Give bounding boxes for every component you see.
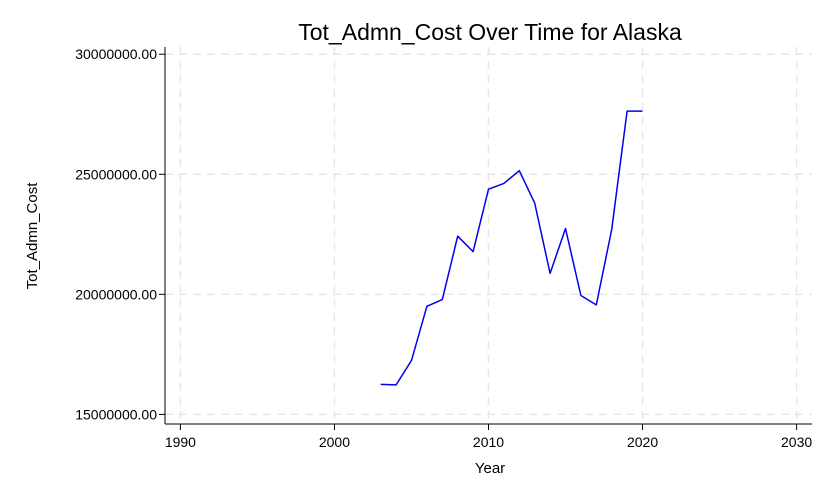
x-tick-label: 2030	[781, 434, 812, 450]
chart-title: Tot_Admn_Cost Over Time for Alaska	[298, 19, 682, 45]
y-axis-title: Tot_Admn_Cost	[24, 182, 41, 290]
x-tick-label: 2000	[319, 434, 350, 450]
y-tick-label: 20000000.00	[75, 286, 157, 302]
y-tick-label: 30000000.00	[75, 46, 157, 62]
series-line	[380, 110, 643, 386]
series-lines	[380, 110, 643, 386]
x-axis-title: Year	[475, 460, 505, 477]
y-tick-label: 15000000.00	[75, 406, 157, 422]
x-tick-label: 1990	[165, 434, 196, 450]
y-tick-label: 25000000.00	[75, 166, 157, 182]
x-tick-label: 2020	[627, 434, 658, 450]
gridlines	[165, 47, 812, 424]
tick-marks: 1990 2000 2010 2020 2030 15000000.00 20000000.…	[75, 46, 812, 450]
x-tick-label: 2010	[473, 434, 504, 450]
